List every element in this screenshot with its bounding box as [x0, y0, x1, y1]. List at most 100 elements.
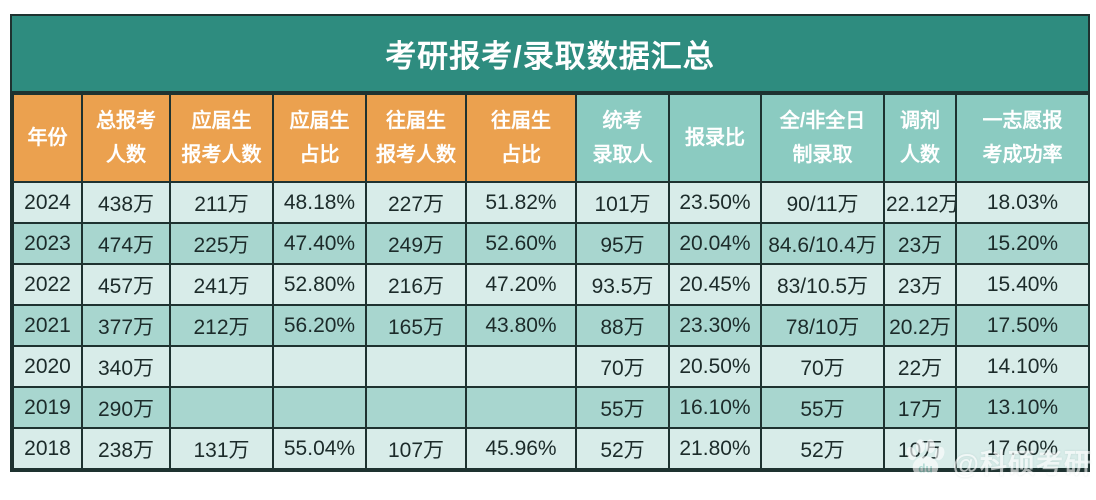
- column-header-previous-share: 往届生 占比: [465, 93, 577, 183]
- cell-full-parttime-admitted: 90/11万: [760, 181, 885, 224]
- cell-unified-admitted: 95万: [575, 222, 670, 265]
- cell-adjustment-count: 20.2万: [883, 304, 957, 347]
- page-title: 考研报考/录取数据汇总: [12, 16, 1088, 93]
- data-table: 年份 总报考 人数 应届生 报考人数 应届生 占比 往届生 报考人数 往届生 占比 统考 录取人 报录比全…: [12, 93, 1090, 470]
- column-header-full-parttime-admitted: 全/非全日 制录取: [760, 93, 885, 183]
- cell-unified-admitted: 88万: [575, 304, 670, 347]
- cell-fresh-applicants: 211万: [169, 181, 274, 224]
- cell-admission-ratio: 23.50%: [668, 181, 762, 224]
- cell-total-applicants: 377万: [81, 304, 171, 347]
- table-row-2020: 2020 340万 70万 20.50% 70万 22万 14.10%: [12, 345, 1090, 388]
- cell-year: 2022: [12, 263, 83, 306]
- column-header-year: 年份: [12, 93, 83, 183]
- cell-previous-share: 51.82%: [465, 181, 577, 224]
- cell-previous-applicants: 107万: [365, 427, 467, 470]
- cell-year: 2019: [12, 386, 83, 429]
- column-header-total-applicants: 总报考 人数: [81, 93, 171, 183]
- cell-fresh-share: [272, 386, 367, 429]
- cell-previous-applicants: 249万: [365, 222, 467, 265]
- cell-fresh-share: 47.40%: [272, 222, 367, 265]
- cell-fresh-applicants: 131万: [169, 427, 274, 470]
- cell-previous-applicants: [365, 345, 467, 388]
- cell-first-choice-success: 15.40%: [955, 263, 1090, 306]
- cell-adjustment-count: 22.12万: [883, 181, 957, 224]
- cell-total-applicants: 290万: [81, 386, 171, 429]
- cell-full-parttime-admitted: 70万: [760, 345, 885, 388]
- cell-unified-admitted: 101万: [575, 181, 670, 224]
- cell-admission-ratio: 21.80%: [668, 427, 762, 470]
- cell-admission-ratio: 20.04%: [668, 222, 762, 265]
- cell-year: 2024: [12, 181, 83, 224]
- cell-previous-applicants: 216万: [365, 263, 467, 306]
- cell-previous-share: 47.20%: [465, 263, 577, 306]
- table-row-2021: 2021 377万 212万 56.20% 165万 43.80% 88万 23.30% 78/…: [12, 304, 1090, 347]
- column-header-previous-applicants: 往届生 报考人数: [365, 93, 467, 183]
- column-header-unified-admitted: 统考 录取人: [575, 93, 670, 183]
- cell-unified-admitted: 52万: [575, 427, 670, 470]
- cell-total-applicants: 457万: [81, 263, 171, 306]
- cell-previous-share: [465, 386, 577, 429]
- cell-previous-applicants: 227万: [365, 181, 467, 224]
- cell-fresh-share: 48.18%: [272, 181, 367, 224]
- cell-year: 2018: [12, 427, 83, 470]
- cell-adjustment-count: 23万: [883, 263, 957, 306]
- cell-full-parttime-admitted: 52万: [760, 427, 885, 470]
- cell-unified-admitted: 55万: [575, 386, 670, 429]
- cell-adjustment-count: 22万: [883, 345, 957, 388]
- cell-first-choice-success: 14.10%: [955, 345, 1090, 388]
- column-header-adjustment-count: 调剂 人数: [883, 93, 957, 183]
- cell-fresh-share: 52.80%: [272, 263, 367, 306]
- cell-previous-share: 45.96%: [465, 427, 577, 470]
- cell-full-parttime-admitted: 78/10万: [760, 304, 885, 347]
- cell-fresh-applicants: [169, 345, 274, 388]
- cell-fresh-share: [272, 345, 367, 388]
- table-row-2018: 2018 238万 131万 55.04% 107万 45.96% 52万 21.80% 52万…: [12, 427, 1090, 470]
- cell-admission-ratio: 20.45%: [668, 263, 762, 306]
- cell-fresh-applicants: 241万: [169, 263, 274, 306]
- column-header-first-choice-success: 一志愿报 考成功率: [955, 93, 1090, 183]
- table-row-2019: 2019 290万 55万 16.10% 55万 17万 13.10%: [12, 386, 1090, 429]
- cell-unified-admitted: 70万: [575, 345, 670, 388]
- cell-first-choice-success: 17.50%: [955, 304, 1090, 347]
- cell-first-choice-success: 13.10%: [955, 386, 1090, 429]
- cell-first-choice-success: 15.20%: [955, 222, 1090, 265]
- cell-fresh-applicants: 225万: [169, 222, 274, 265]
- cell-fresh-applicants: 212万: [169, 304, 274, 347]
- cell-first-choice-success: 17.60%: [955, 427, 1090, 470]
- cell-full-parttime-admitted: 83/10.5万: [760, 263, 885, 306]
- cell-previous-share: 43.80%: [465, 304, 577, 347]
- cell-admission-ratio: 20.50%: [668, 345, 762, 388]
- cell-adjustment-count: 23万: [883, 222, 957, 265]
- table-row-2024: 2024 438万 211万 48.18% 227万 51.82% 101万 23.50% 90…: [12, 181, 1090, 224]
- cell-previous-applicants: [365, 386, 467, 429]
- cell-full-parttime-admitted: 55万: [760, 386, 885, 429]
- cell-total-applicants: 340万: [81, 345, 171, 388]
- cell-fresh-share: 55.04%: [272, 427, 367, 470]
- cell-previous-share: [465, 345, 577, 388]
- cell-year: 2021: [12, 304, 83, 347]
- column-header-fresh-applicants: 应届生 报考人数: [169, 93, 274, 183]
- header-row: 年份 总报考 人数 应届生 报考人数 应届生 占比 往届生 报考人数 往届生 占比 统考 录取人 报录比全…: [12, 93, 1090, 183]
- cell-adjustment-count: 10万: [883, 427, 957, 470]
- cell-fresh-applicants: [169, 386, 274, 429]
- cell-adjustment-count: 17万: [883, 386, 957, 429]
- cell-year: 2023: [12, 222, 83, 265]
- cell-total-applicants: 438万: [81, 181, 171, 224]
- cell-fresh-share: 56.20%: [272, 304, 367, 347]
- cell-full-parttime-admitted: 84.6/10.4万: [760, 222, 885, 265]
- cell-unified-admitted: 93.5万: [575, 263, 670, 306]
- table-row-2023: 2023 474万 225万 47.40% 249万 52.60% 95万 20.04% 84.…: [12, 222, 1090, 265]
- column-header-fresh-share: 应届生 占比: [272, 93, 367, 183]
- cell-year: 2020: [12, 345, 83, 388]
- cell-first-choice-success: 18.03%: [955, 181, 1090, 224]
- cell-previous-share: 52.60%: [465, 222, 577, 265]
- cell-previous-applicants: 165万: [365, 304, 467, 347]
- cell-admission-ratio: 23.30%: [668, 304, 762, 347]
- table-row-2022: 2022 457万 241万 52.80% 216万 47.20% 93.5万 20.45% 8…: [12, 263, 1090, 306]
- cell-total-applicants: 238万: [81, 427, 171, 470]
- cell-admission-ratio: 16.10%: [668, 386, 762, 429]
- table-frame: 考研报考/录取数据汇总 年份 总报考 人数 应届生 报考人数 应届生 占比 往届生 报考人数 往届…: [10, 14, 1090, 472]
- column-header-admission-ratio: 报录比: [668, 93, 762, 183]
- cell-total-applicants: 474万: [81, 222, 171, 265]
